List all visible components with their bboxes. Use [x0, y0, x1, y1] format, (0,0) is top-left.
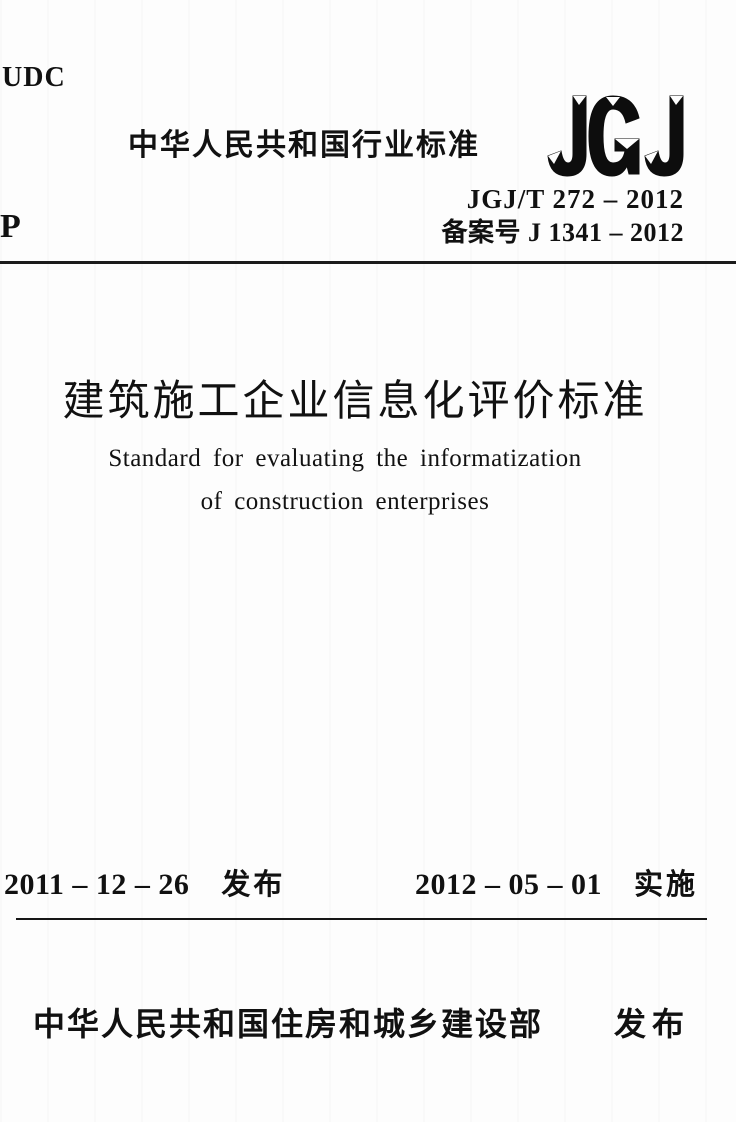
- document-title-cn: 建筑施工企业信息化评价标准: [62, 379, 648, 425]
- document-title-en-line1: Standard for evaluating the informatizat…: [108, 445, 582, 472]
- p-classification-mark: P: [0, 208, 21, 245]
- jgj-logo-icon: [547, 95, 684, 177]
- effective-date-group: 2012 – 05 – 01 实施: [415, 870, 698, 900]
- effective-label: 实施: [633, 869, 698, 901]
- document-title-en-line2: of construction enterprises: [200, 488, 490, 515]
- publish-action-label: 发布: [613, 1006, 690, 1042]
- issue-date: 2011 – 12 – 26: [4, 868, 190, 901]
- record-number: 备案号 J 1341 – 2012: [441, 218, 684, 247]
- standard-codes: JGJ/T 272 – 2012 备案号 J 1341 – 2012: [441, 186, 684, 246]
- bottom-divider-rule: [16, 918, 707, 920]
- effective-date: 2012 – 05 – 01: [414, 868, 602, 901]
- issue-label: 发布: [221, 869, 286, 901]
- standard-number: JGJ/T 272 – 2012: [466, 184, 684, 214]
- issue-date-group: 2011 – 12 – 26 发布: [4, 870, 285, 900]
- standard-category-title: 中华人民共和国行业标准: [128, 129, 480, 162]
- publisher-row: 中华人民共和国住房和城乡建设部 发布: [33, 1008, 690, 1040]
- udc-mark: UDC: [2, 62, 66, 93]
- publisher-name: 中华人民共和国住房和城乡建设部: [33, 1006, 544, 1042]
- jgj-logo: [545, 94, 685, 178]
- dates-row: 2011 – 12 – 26 发布 2012 – 05 – 01 实施: [4, 870, 698, 900]
- top-divider-rule: [0, 261, 736, 264]
